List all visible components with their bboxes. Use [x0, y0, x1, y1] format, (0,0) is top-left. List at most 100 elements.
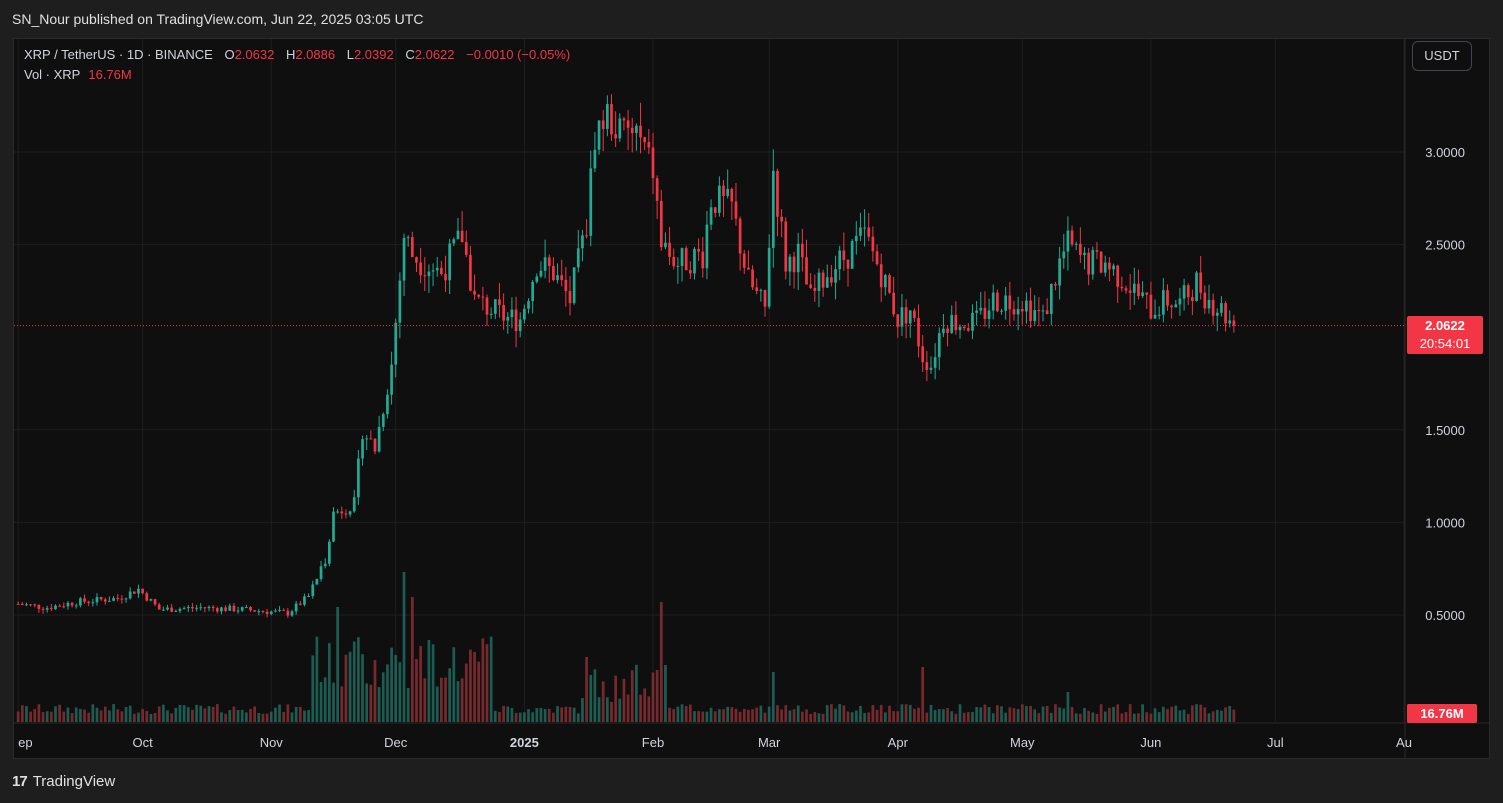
- volume-bar: [742, 708, 746, 722]
- volume-bar: [1166, 709, 1169, 722]
- volume-bar: [614, 675, 617, 722]
- candle-body: [1128, 290, 1132, 293]
- volume-bar: [672, 709, 676, 722]
- candle-body: [402, 238, 406, 281]
- candle-body: [664, 242, 667, 248]
- volume-bar: [1145, 712, 1149, 722]
- candle-body: [344, 513, 348, 515]
- candle-body: [16, 603, 20, 605]
- volume-bar: [91, 704, 95, 722]
- volume-bar: [556, 706, 559, 722]
- candle-body: [319, 566, 323, 580]
- candle-body: [415, 257, 418, 263]
- volume-bar: [311, 655, 315, 722]
- volume-bar: [734, 708, 738, 722]
- volume-bar: [593, 669, 597, 722]
- candle-body: [614, 134, 617, 139]
- volume-bar: [402, 572, 406, 722]
- volume-bar: [1174, 705, 1178, 722]
- candle-body: [489, 313, 493, 315]
- volume-bar: [971, 711, 974, 722]
- volume-bar: [361, 654, 364, 722]
- candle-body: [79, 598, 82, 606]
- volume-bar: [1124, 712, 1128, 722]
- volume-bar: [473, 652, 476, 722]
- chart-frame[interactable]: [13, 38, 1490, 759]
- volume-bar: [776, 705, 779, 722]
- volume-bar: [738, 711, 742, 722]
- volume-bar: [830, 704, 833, 722]
- candle-body: [448, 243, 452, 281]
- volume-bar: [1178, 710, 1182, 722]
- volume-bar: [531, 712, 535, 722]
- candle-body: [298, 603, 302, 605]
- volume-bar: [269, 711, 273, 722]
- candle-body: [282, 609, 286, 611]
- low-value: 2.0392: [353, 47, 394, 62]
- candle-body: [1141, 292, 1144, 297]
- volume-bar: [846, 711, 850, 722]
- candle-body: [830, 277, 833, 283]
- candle-body: [485, 297, 489, 315]
- candle-body: [464, 242, 468, 255]
- candle-body: [639, 125, 642, 138]
- volume-bar: [174, 707, 178, 722]
- candle-body: [211, 606, 215, 609]
- volume-bar: [16, 711, 20, 722]
- volume-bar: [1149, 713, 1153, 722]
- open-value: 2.0632: [234, 47, 275, 62]
- tradingview-logo-icon[interactable]: 17: [12, 772, 28, 790]
- volume-row: Vol · XRP 16.76M: [24, 65, 570, 85]
- volume-bar: [1232, 709, 1236, 722]
- candle-body: [863, 227, 866, 229]
- close-value: 2.0622: [414, 47, 455, 62]
- volume-bar: [95, 707, 99, 722]
- volume-bar: [319, 682, 323, 722]
- volume-bar: [1224, 707, 1227, 722]
- volume-bar: [1103, 711, 1107, 722]
- volume-bar: [809, 713, 813, 722]
- candle-body: [825, 277, 829, 288]
- footer-brand[interactable]: TradingView: [32, 772, 116, 790]
- y-tick-label: 1.0000: [1425, 515, 1465, 530]
- volume-bar: [676, 706, 680, 722]
- candle-body: [215, 608, 219, 612]
- candle-body: [112, 598, 115, 601]
- volume-bar: [552, 712, 555, 722]
- candle-body: [510, 309, 514, 318]
- candle-body: [626, 120, 630, 128]
- candle-body: [996, 292, 999, 312]
- candle-body: [983, 307, 987, 319]
- volume-bar: [323, 677, 327, 722]
- candle-body: [294, 603, 298, 612]
- candle-body: [361, 439, 364, 459]
- candle-body: [1220, 303, 1223, 313]
- volume-bar: [937, 708, 941, 722]
- symbol-label[interactable]: XRP / TetherUS · 1D · BINANCE: [24, 47, 213, 62]
- candle-body: [618, 118, 622, 139]
- candle-body: [498, 299, 501, 305]
- candle-body: [643, 137, 647, 143]
- candle-body: [1037, 310, 1041, 312]
- volume-bar: [942, 709, 945, 722]
- volume-bar: [29, 711, 32, 722]
- volume-bar: [228, 710, 232, 722]
- candle-body: [170, 607, 174, 612]
- chart-legend: XRP / TetherUS · 1D · BINANCE O2.0632 H2…: [24, 45, 570, 85]
- volume-bar: [278, 704, 281, 722]
- volume-bar: [369, 684, 373, 722]
- candle-body: [1207, 299, 1211, 309]
- volume-bar: [983, 704, 987, 722]
- volume-bar: [406, 687, 410, 722]
- volume-bar: [892, 711, 895, 722]
- close-label: C: [405, 47, 415, 62]
- volume-bar: [290, 712, 294, 722]
- volume-bar: [796, 705, 800, 722]
- volume-bar: [664, 665, 667, 722]
- volume-bar: [801, 711, 804, 722]
- currency-button[interactable]: USDT: [1412, 41, 1472, 71]
- x-tick-label: Oct: [133, 735, 154, 750]
- volume-bar: [390, 647, 393, 722]
- candle-body: [473, 290, 476, 295]
